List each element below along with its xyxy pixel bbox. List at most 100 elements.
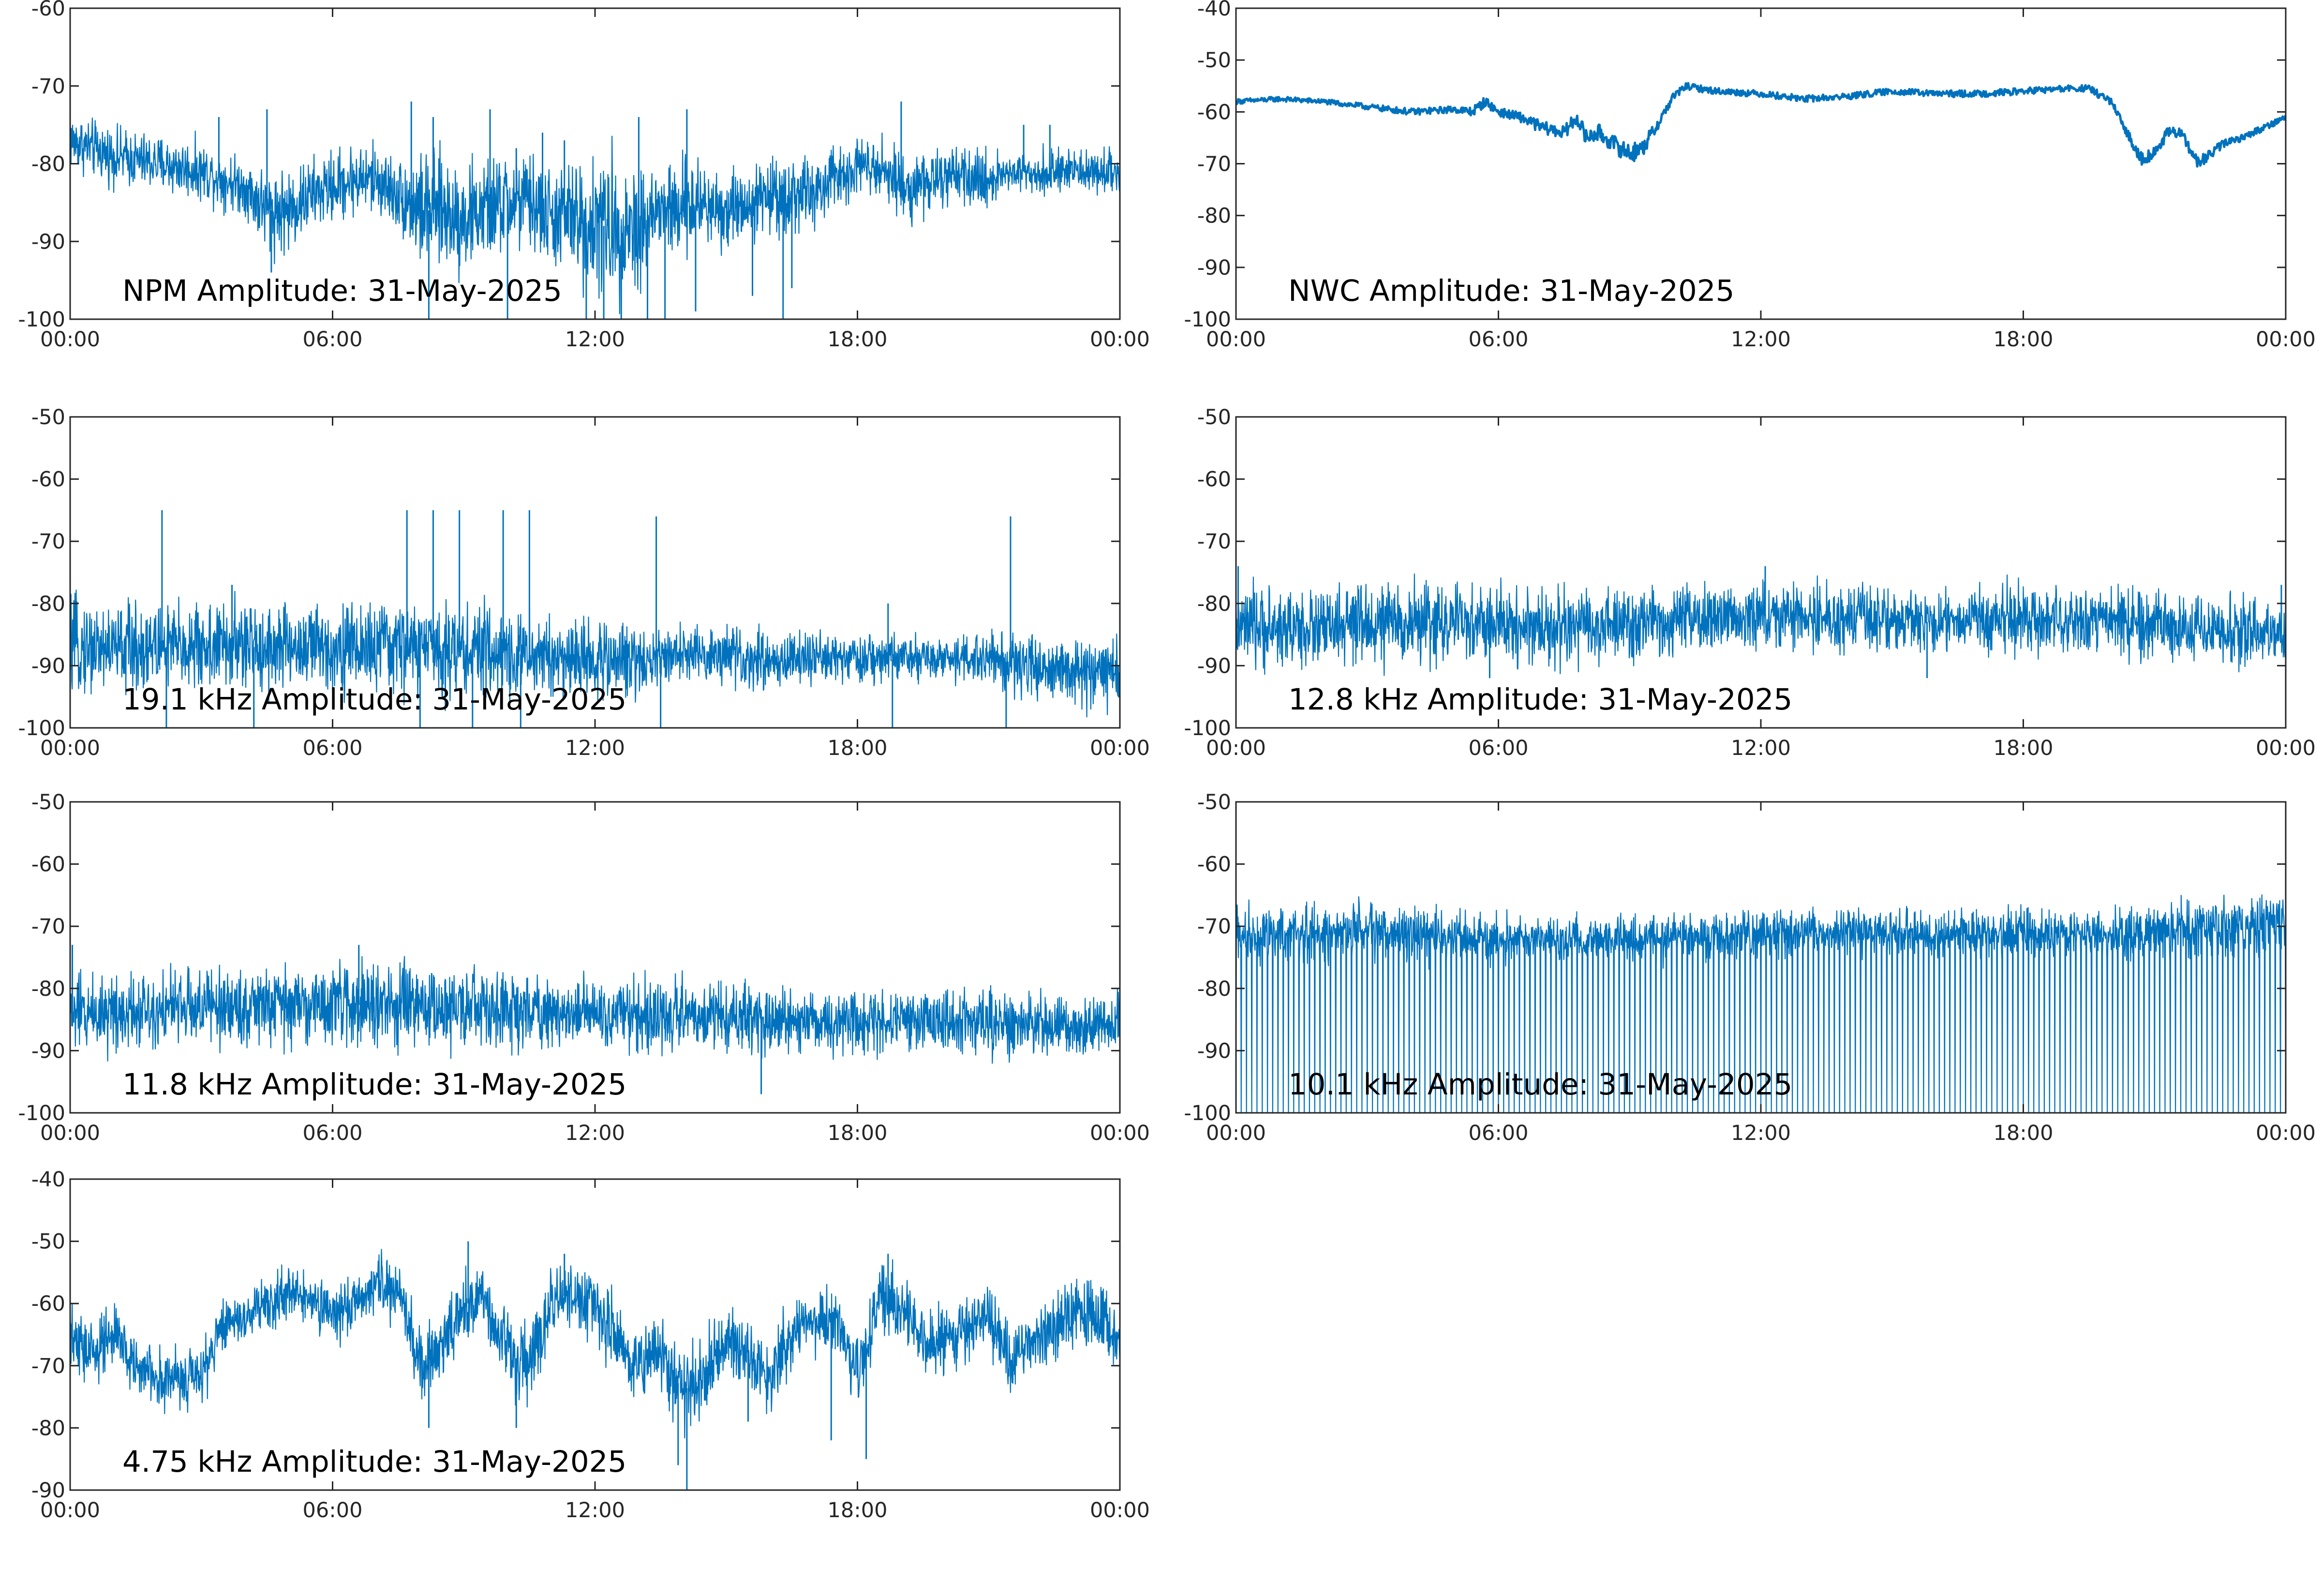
- x-tick-label: 06:00: [303, 1121, 363, 1145]
- x-tick-label: 18:00: [1994, 327, 2054, 352]
- x-tick-label: 00:00: [2256, 736, 2316, 760]
- chart-title: 19.1 kHz Amplitude: 31-May-2025: [122, 682, 626, 717]
- x-tick-label: 06:00: [1469, 1121, 1529, 1145]
- x-tick-label: 06:00: [303, 1498, 363, 1522]
- y-tick-label: -60: [1197, 100, 1231, 124]
- y-tick-label: -70: [1197, 915, 1231, 939]
- series-line: [70, 117, 1120, 314]
- y-tick-label: -60: [1197, 853, 1231, 877]
- y-tick-label: -60: [31, 468, 65, 492]
- x-tick-label: 18:00: [828, 1121, 888, 1145]
- series-trace-group: [1236, 82, 2286, 168]
- x-tick-label: 12:00: [565, 1498, 625, 1522]
- x-tick-label: 00:00: [1090, 736, 1150, 760]
- y-tick-label: -60: [31, 853, 65, 877]
- x-tick-label: 00:00: [1090, 1121, 1150, 1145]
- x-tick-label: 00:00: [2256, 1121, 2316, 1145]
- y-tick-label: -90: [31, 1039, 65, 1063]
- x-tick-label: 06:00: [303, 736, 363, 760]
- y-tick-label: -80: [1197, 204, 1231, 228]
- y-tick-label: -80: [31, 152, 65, 177]
- x-tick-label: 06:00: [1469, 327, 1529, 352]
- axes-box: [1235, 7, 2287, 320]
- y-tick-label: -70: [31, 915, 65, 939]
- y-tick-label: -50: [1197, 405, 1231, 429]
- axes-box: [69, 801, 1121, 1114]
- chart-title: 12.8 kHz Amplitude: 31-May-2025: [1288, 682, 1792, 717]
- x-tick-label: 18:00: [828, 327, 888, 352]
- y-tick-label: -80: [31, 592, 65, 616]
- y-tick-label: -40: [31, 1167, 65, 1192]
- x-tick-label: 18:00: [1994, 1121, 2054, 1145]
- x-tick-label: 12:00: [1731, 327, 1791, 352]
- y-tick-label: -90: [1197, 256, 1231, 280]
- series-line: [70, 1249, 1120, 1439]
- x-tick-label: 12:00: [1731, 736, 1791, 760]
- series-line: [1236, 573, 2286, 676]
- chart-panel-6: 00:00 06:00 12:00 18:00 00:00-100-90-80-70-6…: [1184, 790, 2316, 1145]
- x-tick-label: 00:00: [40, 327, 100, 352]
- y-tick-label: -80: [31, 1416, 65, 1440]
- y-tick-label: -90: [1197, 1039, 1231, 1063]
- y-tick-label: -50: [1197, 48, 1231, 73]
- x-tick-label: 12:00: [565, 736, 625, 760]
- series-trace-group: [70, 1241, 1120, 1490]
- series-trace-group: [70, 510, 1120, 728]
- y-tick-label: -90: [31, 654, 65, 678]
- x-tick-label: 18:00: [828, 736, 888, 760]
- x-tick-label: 18:00: [1994, 736, 2054, 760]
- y-tick-label: -60: [1197, 468, 1231, 492]
- series-trace-group: [1236, 566, 2286, 679]
- series-trace-group: [70, 945, 1120, 1094]
- axes-box: [1235, 416, 2287, 729]
- y-tick-label: -50: [31, 790, 65, 814]
- y-tick-label: -40: [1197, 0, 1231, 21]
- chart-panel-5: 00:00 06:00 12:00 18:00 00:00-100-90-80-70-6…: [18, 790, 1150, 1145]
- x-tick-label: 00:00: [40, 1498, 100, 1522]
- chart-title: NPM Amplitude: 31-May-2025: [122, 274, 562, 308]
- chart-title: 4.75 kHz Amplitude: 31-May-2025: [122, 1445, 626, 1479]
- chart-title: 10.1 kHz Amplitude: 31-May-2025: [1288, 1067, 1792, 1102]
- y-tick-label: -80: [1197, 592, 1231, 616]
- chart-panel-2: 00:00 06:00 12:00 18:00 00:00-100-90-80-70-6…: [1184, 0, 2316, 352]
- y-tick-label: -80: [1197, 977, 1231, 1001]
- series-line: [70, 590, 1120, 718]
- chart-title: 11.8 kHz Amplitude: 31-May-2025: [122, 1067, 626, 1102]
- series-trace-group: [1236, 894, 2286, 1113]
- y-tick-label: -70: [1197, 152, 1231, 177]
- y-tick-label: -70: [31, 74, 65, 99]
- y-tick-label: -50: [31, 1230, 65, 1254]
- x-tick-label: 12:00: [565, 1121, 625, 1145]
- x-tick-label: 06:00: [303, 327, 363, 352]
- series-line: [1236, 894, 2286, 1113]
- y-tick-label: -90: [31, 230, 65, 254]
- chart-panel-1: 00:00 06:00 12:00 18:00 00:00-100-90-80-70-6…: [18, 0, 1150, 352]
- chart-title: NWC Amplitude: 31-May-2025: [1288, 274, 1734, 308]
- x-tick-label: 00:00: [1206, 327, 1266, 352]
- y-tick-label: -50: [31, 405, 65, 429]
- y-tick-label: -100: [18, 716, 65, 740]
- y-tick-label: -70: [31, 530, 65, 554]
- y-tick-label: -70: [1197, 530, 1231, 554]
- y-tick-label: -100: [18, 1101, 65, 1125]
- chart-panel-7: 00:00 06:00 12:00 18:00 00:00-90-80-70-60-50…: [31, 1167, 1150, 1522]
- y-tick-label: -100: [1184, 716, 1231, 740]
- y-tick-label: -100: [1184, 308, 1231, 332]
- x-tick-label: 00:00: [1090, 327, 1150, 352]
- series-line: [1236, 82, 2286, 168]
- y-tick-label: -100: [1184, 1101, 1231, 1125]
- x-tick-label: 00:00: [40, 1121, 100, 1145]
- y-tick-label: -50: [1197, 790, 1231, 814]
- series-line: [70, 956, 1120, 1064]
- y-tick-label: -90: [1197, 654, 1231, 678]
- y-tick-label: -70: [31, 1354, 65, 1378]
- chart-panel-4: 00:00 06:00 12:00 18:00 00:00-100-90-80-70-6…: [1184, 405, 2316, 760]
- x-tick-label: 00:00: [1206, 1121, 1266, 1145]
- y-tick-label: -60: [31, 0, 65, 21]
- x-tick-label: 00:00: [40, 736, 100, 760]
- chart-panel-3: 00:00 06:00 12:00 18:00 00:00-100-90-80-70-6…: [18, 405, 1150, 760]
- y-tick-label: -80: [31, 977, 65, 1001]
- x-tick-label: 00:00: [1090, 1498, 1150, 1522]
- x-tick-label: 00:00: [1206, 736, 1266, 760]
